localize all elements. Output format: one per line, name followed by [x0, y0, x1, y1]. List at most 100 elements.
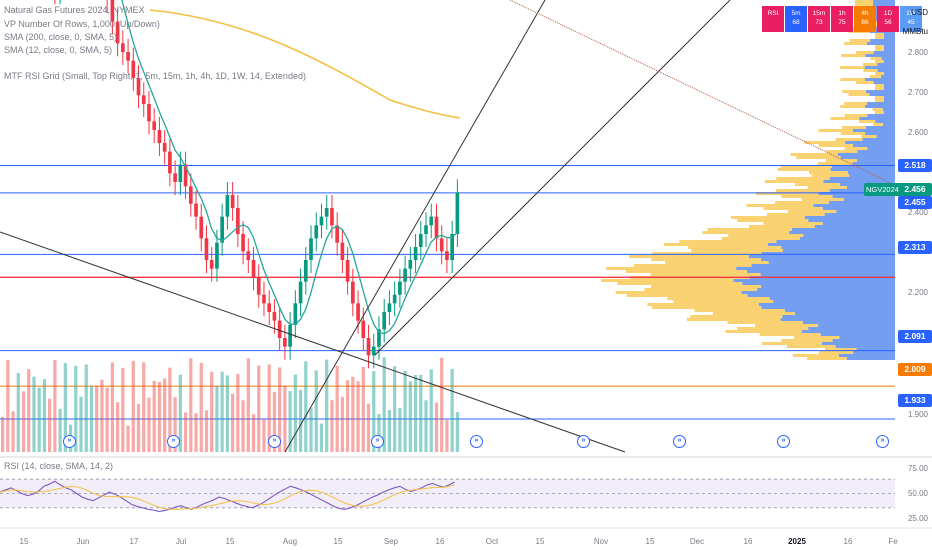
vp-bar-up — [857, 150, 895, 153]
time-tick: Nov — [593, 537, 609, 546]
candle-body — [361, 320, 366, 338]
unit-label[interactable]: MMBtu — [902, 27, 928, 36]
event-icon[interactable]: » — [876, 435, 889, 448]
price-tick: 2.400 — [907, 208, 928, 217]
vp-bar-down — [629, 255, 749, 258]
price-tick: 1.900 — [907, 410, 928, 419]
price-tick: 2.700 — [907, 88, 928, 97]
rsi-pane-label[interactable]: RSI (14, close, SMA, 14, 2) — [4, 461, 114, 471]
price-tag: 2.456 — [898, 183, 932, 196]
rsi-sma-line — [0, 484, 455, 510]
vp-bar-down — [873, 123, 884, 126]
price-tag: 2.091 — [898, 330, 932, 343]
vp-bar-down — [875, 33, 884, 36]
event-icon[interactable]: » — [577, 435, 590, 448]
volume-bar — [340, 396, 344, 452]
volume-bar — [199, 362, 203, 452]
volume-bar — [74, 365, 78, 452]
event-icon[interactable]: » — [63, 435, 76, 448]
vp-bar-down — [686, 318, 781, 321]
rsi-grid-cell: 1W 45 — [900, 6, 922, 32]
candle-body — [220, 216, 224, 243]
volume-bars — [1, 357, 459, 452]
event-icon[interactable]: » — [470, 435, 483, 448]
vp-bar-up — [884, 48, 895, 51]
volume-bar — [298, 389, 303, 452]
rsi-pane — [0, 456, 932, 529]
vp-bar-down — [844, 42, 867, 45]
time-tick: 15 — [535, 537, 545, 546]
vp-bar-down — [776, 177, 830, 180]
legend-sma200[interactable]: SMA (200, close, 0, SMA, 5) — [4, 32, 118, 42]
event-icon[interactable]: » — [167, 435, 180, 448]
candle-body — [241, 234, 245, 252]
vp-bar-down — [839, 66, 865, 69]
vp-bar-up — [867, 102, 895, 105]
vp-bar-up — [818, 324, 895, 327]
volume-bar — [157, 381, 162, 452]
candle-body — [162, 143, 167, 152]
candle-body — [188, 186, 193, 204]
vp-bar-down — [875, 96, 884, 99]
vp-bar-down — [748, 225, 815, 228]
candle-body — [147, 104, 151, 122]
vp-bar-down — [855, 0, 873, 3]
rsi-grid-cell: 15m 73 — [808, 6, 830, 32]
vp-bar-down — [702, 231, 790, 234]
volume-profile — [601, 0, 895, 360]
currency-label[interactable]: USD — [911, 8, 928, 17]
vp-bar-down — [835, 138, 863, 141]
volume-bar — [455, 412, 459, 452]
vp-bar-down — [804, 141, 846, 144]
volume-bar — [178, 374, 182, 452]
vp-bar-down — [650, 273, 761, 276]
sma12-line — [121, 0, 458, 335]
vp-bar-down — [818, 351, 854, 354]
candle-body — [340, 242, 345, 260]
event-icon[interactable]: » — [673, 435, 686, 448]
volume-bar — [194, 413, 198, 452]
legend-vp[interactable]: VP Number Of Rows, 1,000, Up/Down) — [4, 19, 160, 29]
vp-bar-up — [884, 60, 895, 63]
volume-bar — [121, 367, 125, 452]
volume-bar — [393, 366, 397, 452]
legend-sma12[interactable]: SMA (12, close, 0, SMA, 5) — [4, 45, 113, 55]
vp-bar-up — [862, 138, 895, 141]
legend-symbol[interactable]: Natural Gas Futures 2024, NYMEX — [4, 5, 145, 15]
time-tick: Fe — [888, 537, 898, 546]
vp-bar-up — [830, 168, 895, 171]
vp-bar-up — [822, 207, 895, 210]
vp-bar-up — [865, 132, 895, 135]
vp-bar-down — [691, 249, 783, 252]
vp-bar-down — [824, 348, 857, 351]
event-icon[interactable]: » — [371, 435, 384, 448]
volume-bar — [204, 410, 209, 452]
vp-bar-down — [776, 189, 830, 192]
vp-bar-up — [852, 162, 895, 165]
vp-bar-down — [870, 57, 882, 60]
vp-bar-down — [774, 201, 829, 204]
vp-bar-up — [773, 300, 895, 303]
volume-bar — [1, 417, 5, 452]
vp-bar-down — [792, 354, 839, 357]
vp-bar-up — [884, 99, 895, 102]
legend-rsigrid[interactable]: MTF RSI Grid (Small, Top Right, 1, 5m, 1… — [4, 71, 306, 81]
candle-body — [303, 260, 308, 282]
candles — [54, 0, 460, 369]
volume-bar — [236, 374, 240, 452]
candle-body — [262, 294, 266, 304]
vp-bar-up — [776, 240, 895, 243]
event-icon[interactable]: » — [777, 435, 790, 448]
vp-bar-up — [757, 288, 895, 291]
volume-bar — [95, 385, 99, 452]
candle-body — [215, 242, 219, 269]
event-icon[interactable]: » — [268, 435, 281, 448]
vp-bar-down — [763, 207, 823, 210]
vp-bar-up — [865, 54, 895, 57]
candle-body — [131, 60, 136, 78]
vp-bar-up — [824, 213, 895, 216]
vp-bar-up — [864, 105, 895, 108]
vp-bar-up — [837, 153, 895, 156]
vp-bar-down — [796, 156, 841, 159]
